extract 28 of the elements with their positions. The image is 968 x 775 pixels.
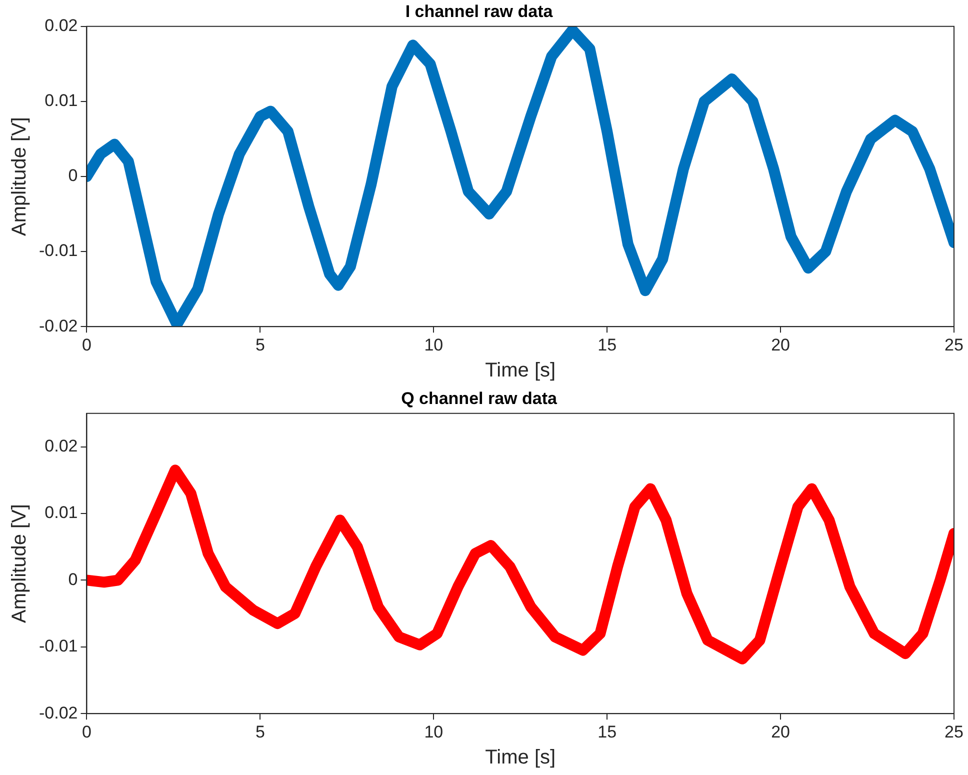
y-tick-label: 0.01 — [44, 91, 78, 110]
chart-title: Q channel raw data — [401, 388, 558, 408]
x-tick-label: 5 — [255, 335, 265, 354]
x-axis-title: Time [s] — [485, 746, 556, 769]
y-tick-label: -0.02 — [39, 316, 78, 336]
y-axis-title: Amplitude [V] — [8, 117, 31, 236]
y-tick-label: -0.01 — [39, 241, 78, 260]
x-tick-label: 20 — [771, 335, 790, 354]
y-tick-label: 0 — [68, 570, 78, 589]
x-tick-label: 15 — [598, 335, 617, 354]
y-tick-label: 0.01 — [44, 503, 78, 522]
x-tick-label: 25 — [944, 722, 964, 742]
chart-title: I channel raw data — [405, 2, 554, 21]
y-tick-label: 0.02 — [44, 16, 78, 36]
y-tick-label: 0 — [68, 166, 78, 186]
y-tick-label: -0.02 — [39, 703, 78, 722]
x-tick-label: 10 — [424, 722, 444, 742]
y-tick-label: 0.02 — [44, 436, 78, 456]
x-axis-title: Time [s] — [485, 360, 556, 382]
x-tick-label: 15 — [598, 722, 617, 742]
x-tick-label: 20 — [771, 722, 790, 742]
x-tick-label: 5 — [255, 722, 265, 742]
x-tick-label: 0 — [82, 335, 92, 354]
y-axis-title: Amplitude [V] — [8, 504, 31, 623]
x-tick-label: 0 — [82, 722, 92, 742]
x-tick-label: 25 — [944, 335, 964, 354]
y-tick-label: -0.01 — [39, 636, 78, 656]
x-tick-label: 10 — [424, 335, 444, 354]
